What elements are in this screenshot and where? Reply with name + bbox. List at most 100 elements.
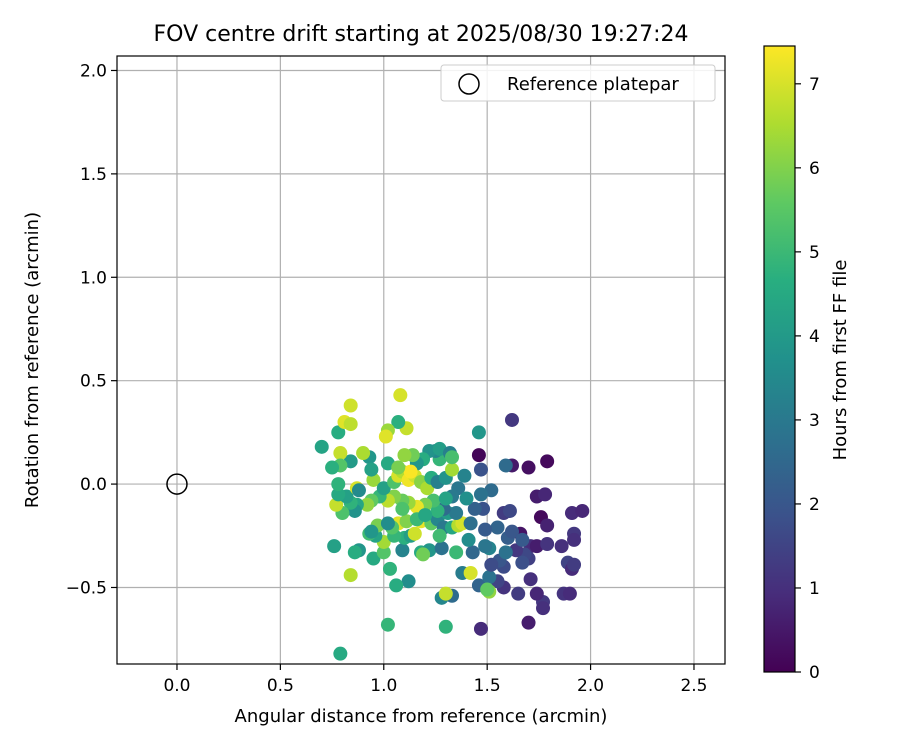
data-point xyxy=(418,508,433,523)
grid xyxy=(117,56,725,664)
data-point xyxy=(395,543,410,558)
x-tick-label: 0.5 xyxy=(267,676,294,696)
x-tick-label: 1.5 xyxy=(474,676,501,696)
data-point xyxy=(347,545,362,560)
data-point xyxy=(490,520,505,535)
data-point xyxy=(523,572,538,587)
x-tick-label: 0.0 xyxy=(163,676,190,696)
data-point xyxy=(449,545,464,560)
data-point xyxy=(389,578,404,593)
data-point xyxy=(554,539,569,554)
data-point xyxy=(540,518,555,533)
data-point xyxy=(438,491,453,506)
data-point xyxy=(467,501,482,516)
reference-platepar-marker xyxy=(166,473,188,495)
x-axis-label: Angular distance from reference (arcmin) xyxy=(235,706,608,727)
data-point xyxy=(343,417,358,432)
colorbar-tick-label: 7 xyxy=(809,75,820,95)
data-point xyxy=(521,615,536,630)
data-point xyxy=(540,454,555,469)
data-point xyxy=(434,541,449,556)
data-point xyxy=(397,448,412,463)
data-point xyxy=(438,586,453,601)
data-point xyxy=(473,487,488,502)
y-tick-label: 0.0 xyxy=(80,475,107,495)
data-point xyxy=(407,526,422,541)
data-point xyxy=(376,545,391,560)
data-point xyxy=(484,557,499,572)
data-point xyxy=(461,532,476,547)
data-point xyxy=(416,547,431,562)
data-point xyxy=(325,460,340,475)
y-tick-label: 1.0 xyxy=(80,268,107,288)
data-point xyxy=(331,487,346,502)
chart-title: FOV centre drift starting at 2025/08/30 … xyxy=(154,22,689,47)
data-point xyxy=(473,462,488,477)
data-point xyxy=(391,415,406,430)
data-point xyxy=(364,462,379,477)
data-point xyxy=(314,439,329,454)
colorbar-tick-label: 0 xyxy=(809,663,820,683)
data-points xyxy=(314,388,590,661)
data-point xyxy=(575,503,590,518)
data-point xyxy=(521,460,536,475)
data-point xyxy=(473,621,488,636)
data-point xyxy=(351,483,366,498)
data-point xyxy=(343,568,358,583)
data-point xyxy=(327,539,342,554)
data-point xyxy=(478,522,493,537)
data-point xyxy=(562,586,577,601)
data-point xyxy=(504,524,519,539)
data-point xyxy=(515,555,530,570)
data-point xyxy=(382,561,397,576)
data-point xyxy=(445,450,460,465)
data-point xyxy=(395,501,410,516)
data-point xyxy=(449,506,464,521)
data-point xyxy=(360,497,375,512)
y-tick-label: 2.0 xyxy=(80,61,107,81)
colorbar: 0 1 2 3 4 5 6 7 Hours from first FF file xyxy=(763,45,851,683)
y-axis-label: Rotation from reference (arcmin) xyxy=(22,212,43,508)
data-point xyxy=(478,539,493,554)
data-point xyxy=(438,619,453,634)
colorbar-gradient xyxy=(763,45,796,673)
data-point xyxy=(498,545,513,560)
data-point xyxy=(380,516,395,531)
data-point xyxy=(457,468,472,483)
data-point xyxy=(403,464,418,479)
x-tick-label: 1.0 xyxy=(370,676,397,696)
x-tick-label: 2.5 xyxy=(680,676,707,696)
data-point xyxy=(366,551,381,566)
colorbar-tick-label: 6 xyxy=(809,159,820,179)
data-point xyxy=(445,462,460,477)
legend-box xyxy=(440,64,716,102)
y-tick-label: 0.5 xyxy=(80,372,107,392)
colorbar-tick-label: 3 xyxy=(809,411,820,431)
data-point xyxy=(378,429,393,444)
data-point xyxy=(364,524,379,539)
data-point xyxy=(482,570,497,585)
colorbar-tick-label: 4 xyxy=(809,327,820,347)
data-point xyxy=(331,425,346,440)
data-point xyxy=(343,398,358,413)
data-point xyxy=(504,412,519,427)
colorbar-tick-label: 5 xyxy=(809,243,820,263)
data-point xyxy=(515,532,530,547)
data-point xyxy=(333,446,348,461)
data-point xyxy=(432,528,447,543)
data-point xyxy=(471,448,486,463)
data-point xyxy=(376,481,391,496)
data-point xyxy=(463,566,478,581)
data-point xyxy=(480,582,495,597)
data-point xyxy=(567,532,582,547)
data-point xyxy=(567,557,582,572)
legend-marker xyxy=(458,73,480,95)
data-point xyxy=(498,458,513,473)
data-point xyxy=(463,516,478,531)
data-point xyxy=(502,503,517,518)
data-point xyxy=(401,574,416,589)
colorbar-tick-label: 1 xyxy=(809,579,820,599)
data-point xyxy=(538,487,553,502)
data-point xyxy=(331,477,346,492)
